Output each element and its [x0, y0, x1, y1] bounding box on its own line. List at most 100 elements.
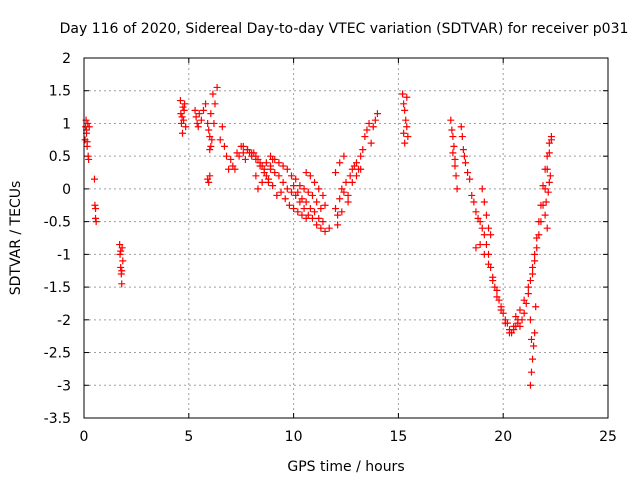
- data-point: [541, 211, 549, 219]
- data-point: [325, 224, 333, 232]
- data-point: [448, 126, 456, 134]
- data-point: [296, 182, 304, 190]
- data-point: [357, 165, 365, 173]
- data-point: [357, 152, 365, 160]
- data-point: [472, 244, 480, 252]
- x-tick-label: 10: [285, 429, 303, 445]
- data-point: [399, 90, 407, 98]
- data-point: [208, 136, 216, 144]
- data-point: [466, 175, 474, 183]
- data-point: [204, 119, 212, 127]
- data-point: [283, 185, 291, 193]
- data-point: [194, 123, 202, 131]
- data-point: [298, 195, 306, 203]
- data-point: [529, 270, 537, 278]
- data-point: [84, 119, 92, 127]
- data-point: [546, 172, 554, 180]
- chart-title: Day 116 of 2020, Sidereal Day-to-day VTE…: [60, 21, 629, 37]
- data-point: [176, 97, 184, 105]
- data-point: [332, 205, 340, 213]
- data-point: [478, 185, 486, 193]
- data-point: [210, 119, 218, 127]
- plot-frame: [83, 57, 609, 419]
- data-point: [464, 169, 472, 177]
- data-point: [334, 221, 342, 229]
- data-point: [468, 191, 476, 199]
- data-point: [285, 201, 293, 209]
- y-tick-label: -2.5: [44, 346, 71, 362]
- y-tick-label: -3.5: [44, 411, 71, 427]
- data-point: [529, 355, 537, 363]
- data-point: [480, 231, 488, 239]
- data-point: [516, 322, 524, 330]
- data-point: [277, 188, 285, 196]
- data-point: [118, 267, 126, 275]
- data-point: [527, 368, 535, 376]
- data-point: [193, 119, 201, 127]
- data-point: [294, 208, 302, 216]
- data-point: [522, 299, 530, 307]
- data-point: [542, 198, 550, 206]
- data-point: [302, 214, 310, 222]
- x-tick-label: 5: [184, 429, 193, 445]
- x-tick-label: 25: [599, 429, 617, 445]
- data-point: [207, 142, 215, 150]
- data-point: [340, 188, 348, 196]
- data-point: [315, 214, 323, 222]
- y-tick-label: -3: [57, 378, 71, 394]
- data-point: [294, 188, 302, 196]
- data-point: [527, 335, 535, 343]
- data-point: [526, 277, 534, 285]
- data-point: [530, 342, 538, 350]
- data-point: [275, 159, 283, 167]
- data-point: [209, 90, 217, 98]
- y-tick-label: 0: [62, 182, 71, 198]
- data-point: [344, 191, 352, 199]
- data-point: [116, 250, 124, 258]
- x-tick-label: 0: [80, 429, 89, 445]
- data-point: [273, 191, 281, 199]
- data-point: [526, 381, 534, 389]
- data-point: [470, 198, 478, 206]
- x-axis-label: GPS time / hours: [287, 459, 404, 475]
- data-point: [311, 178, 319, 186]
- data-point: [516, 306, 524, 314]
- data-point: [207, 110, 215, 118]
- data-point: [401, 106, 409, 114]
- data-point: [92, 218, 100, 226]
- data-point: [239, 149, 247, 157]
- data-point: [300, 185, 308, 193]
- y-tick-label: 2: [62, 51, 71, 67]
- data-point: [288, 172, 296, 180]
- data-point: [205, 126, 213, 134]
- x-tick-label: 15: [389, 429, 407, 445]
- data-point: [271, 155, 279, 163]
- data-point: [480, 198, 488, 206]
- data-point: [352, 172, 360, 180]
- data-point: [457, 123, 465, 131]
- data-point: [404, 133, 412, 141]
- data-point: [400, 129, 408, 137]
- y-tick-label: -0.5: [44, 215, 71, 231]
- data-point: [199, 106, 207, 114]
- data-point: [403, 93, 411, 101]
- data-point: [248, 149, 256, 157]
- data-point: [180, 116, 188, 124]
- data-point: [373, 110, 381, 118]
- data-point: [192, 113, 200, 121]
- data-point: [535, 218, 543, 226]
- data-point: [180, 106, 188, 114]
- data-point: [260, 169, 268, 177]
- data-point: [476, 218, 484, 226]
- data-point: [281, 195, 289, 203]
- y-tick-label: -1.5: [44, 280, 71, 296]
- data-point: [533, 234, 541, 242]
- data-point: [118, 280, 126, 288]
- data-point: [202, 100, 210, 108]
- data-point: [451, 162, 459, 170]
- data-point: [529, 263, 537, 271]
- data-point: [241, 155, 249, 163]
- data-point: [402, 116, 410, 124]
- data-point: [321, 201, 329, 209]
- data-point: [206, 146, 214, 154]
